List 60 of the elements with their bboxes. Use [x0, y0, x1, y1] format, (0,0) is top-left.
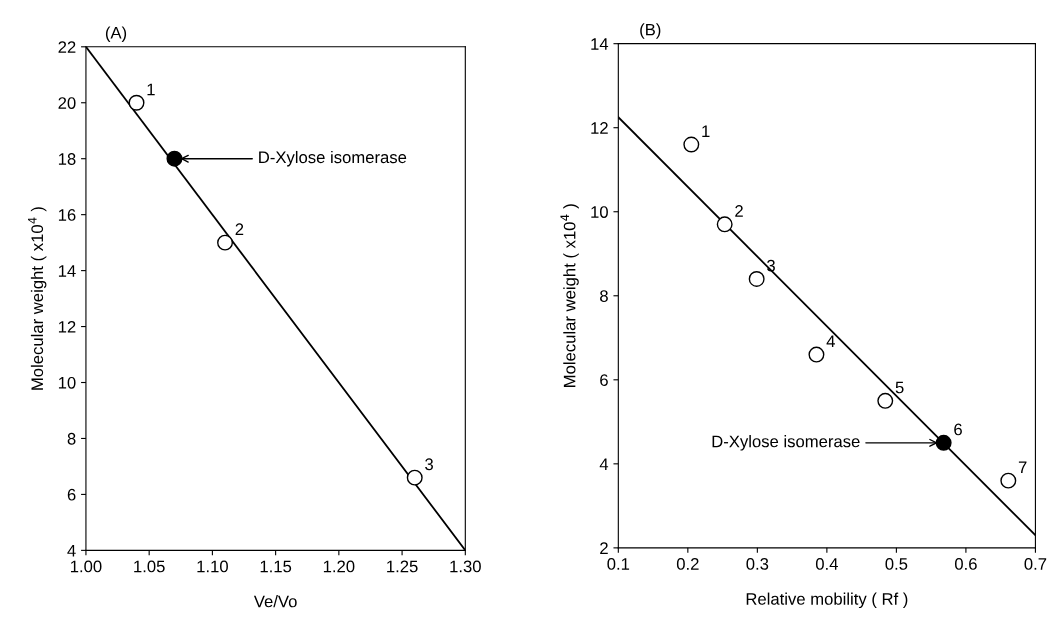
- annotation: 3: [425, 458, 433, 471]
- annotation: 2: [735, 205, 743, 217]
- point: [1000, 472, 1017, 489]
- x-tick-label: 0.3: [746, 558, 769, 570]
- point: [217, 234, 234, 251]
- y-tick-label: 20: [58, 97, 76, 109]
- y-tick-label: 18: [58, 153, 76, 165]
- x-tick-label: 0.2: [676, 558, 699, 570]
- y-tick-label: 4: [599, 458, 609, 470]
- x-tick-label: 1.05: [134, 560, 165, 573]
- y-tick-label: 22: [58, 41, 76, 53]
- y-tick-label: 10: [58, 376, 76, 389]
- point: [128, 94, 145, 111]
- x-tick-label: 1.00: [70, 560, 102, 573]
- x-tick-label: 0.1: [607, 558, 630, 570]
- x-tick-label: 0.7: [1024, 558, 1047, 570]
- x-tick-label: 1.20: [323, 560, 355, 573]
- y-tick-label: 14: [58, 265, 76, 277]
- y-tick-label: 16: [58, 209, 76, 221]
- annotation: 2: [235, 223, 244, 236]
- y-tick-label: 10: [591, 206, 608, 218]
- y-axis-title: Molecular weight ( x10$^{4}$ ): [28, 207, 47, 390]
- annotation: 1: [147, 83, 155, 96]
- x-tick-label: 1.25: [387, 560, 418, 573]
- annotation: 4: [826, 335, 835, 347]
- point: [748, 270, 765, 287]
- y-tick-label: 8: [67, 432, 76, 445]
- y-tick-label: 14: [591, 38, 609, 50]
- x-tick-label: 0.6: [954, 558, 977, 570]
- y-tick-label: 12: [591, 122, 608, 134]
- point: [166, 150, 183, 167]
- annotation: 3: [767, 259, 775, 272]
- y-tick-label: 4: [67, 544, 76, 557]
- x-axis-title: Relative mobility ( Rf ): [746, 592, 908, 609]
- annotation: 1: [702, 125, 710, 137]
- y-tick-label: 8: [600, 290, 608, 302]
- x-tick-label: 1.15: [260, 560, 292, 573]
- point: [406, 469, 423, 486]
- annotation: 6: [954, 423, 962, 436]
- annotation: D-Xylose isomerase: [259, 150, 407, 167]
- annotation: D-Xylose isomerase: [712, 435, 860, 451]
- y-tick-label: 12: [58, 320, 76, 333]
- chart-title: (B): [640, 23, 661, 39]
- x-axis-title: Ve/Vo: [253, 595, 297, 608]
- chart-title: (A): [105, 26, 127, 42]
- point: [877, 392, 894, 409]
- y-tick-label: 6: [67, 488, 76, 501]
- point: [935, 434, 952, 451]
- point: [683, 136, 700, 153]
- y-tick-label: 2: [600, 542, 608, 554]
- x-tick-label: 1.10: [197, 560, 228, 573]
- x-tick-label: 0.5: [885, 558, 908, 570]
- x-tick-label: 1.30: [450, 560, 481, 573]
- annotation: 7: [1018, 461, 1027, 474]
- y-tick-label: 6: [600, 374, 608, 387]
- y-axis-title: Molecular weight ( x10$^{4}$ ): [560, 204, 579, 387]
- point: [716, 216, 733, 233]
- annotation: 5: [895, 381, 904, 394]
- x-tick-label: 0.4: [815, 558, 838, 570]
- point: [808, 346, 825, 363]
